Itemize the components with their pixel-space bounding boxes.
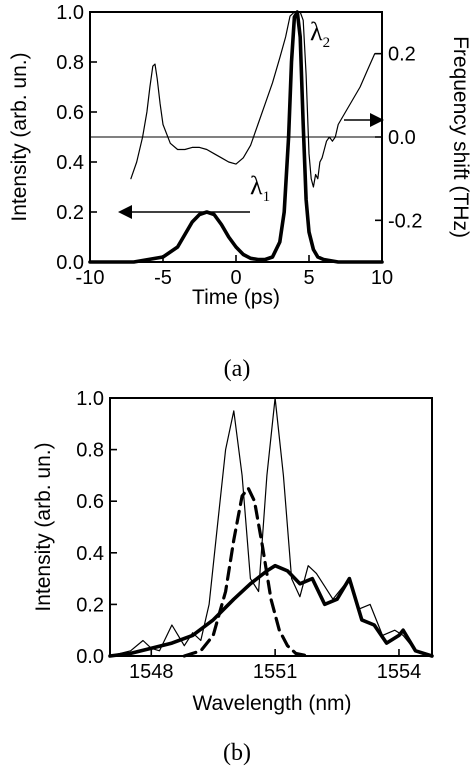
panel-a-y-right-ticks: -0.2 0.0 0.2 (375, 44, 422, 232)
panel-a-series (88, 10, 384, 264)
panel-a-x-ticks: -10 -5 0 5 10 (76, 255, 393, 289)
panel-b-y-tick-label: 0.2 (76, 594, 104, 616)
panel-b-y-ticks: 0.0 0.2 0.4 0.6 0.8 1.0 (76, 388, 117, 668)
panel-b-x-ticks: 1548 1551 1554 (129, 649, 421, 683)
panel-a-y-right-tick-label: 0.0 (388, 127, 416, 149)
panel-b-series-thick-line (108, 563, 434, 658)
panel-b-x-tick-label: 1554 (377, 661, 422, 683)
panel-a-chart: -10 -5 0 5 10 0.00.20.40.60.81.0 -0.20.00.2 … (8, 2, 472, 382)
panel-a-y-tick-label: 0.6 (56, 102, 84, 124)
panel-b-y-tick-label: 0.6 (76, 491, 104, 513)
panel-b-y-tick-label: 0.0 (76, 646, 104, 668)
panel-b-y-axis-label: Intensity (arb. un.) (32, 442, 55, 611)
panel-a-series-thick-line (88, 10, 384, 264)
panel-a-y-tick-label: 1.0 (56, 2, 84, 24)
panel-a-y-right-tick-label: -0.2 (388, 210, 422, 232)
panel-a-x-tick-label: -10 (76, 267, 105, 289)
panel-a-y-right-tick-label: 0.2 (388, 44, 416, 66)
panel-a-x-tick-label: -5 (154, 267, 172, 289)
panel-a-y-ticks: 0.0 0.2 0.4 0.6 0.8 1.0 (56, 2, 97, 274)
panel-b-chart: 1548 1551 1554 0.0 0.2 0.4 0.6 0.8 1.0 Waveleng… (32, 388, 434, 766)
panel-a-y-tick-label: 0.2 (56, 202, 84, 224)
panel-b-x-tick-label: 1551 (253, 661, 298, 683)
panel-a-x-tick-label: 10 (371, 267, 393, 289)
panel-a-label: (a) (224, 356, 251, 382)
panel-a-x-tick-label: 5 (303, 267, 314, 289)
panel-b-x-axis-label: Wavelength (nm) (192, 692, 351, 715)
panel-b-series-thin-line (109, 397, 433, 657)
panel-b-label: (b) (223, 740, 251, 766)
panel-b-series-dashed-line (182, 486, 310, 658)
panel-b-x-tick-label: 1548 (129, 661, 174, 683)
panel-a-x-axis-label: Time (ps) (192, 286, 280, 309)
left-axis-arrow (118, 205, 250, 219)
panel-a-y-tick-label: 0.8 (56, 52, 84, 74)
panel-b-y-tick-label: 0.8 (76, 440, 104, 462)
panel-b-plot-frame (109, 397, 433, 657)
panel-b-y-tick-label: 0.4 (76, 543, 104, 565)
panel-a-y-right-axis-label: Frequency shift (THz) (449, 36, 472, 238)
panel-a-y-axis-label: Intensity (arb. un.) (8, 52, 31, 221)
panel-a-series-thin-line (130, 11, 376, 188)
panel-a-x-tick-label: 0 (230, 267, 241, 289)
right-axis-arrow (344, 113, 384, 127)
panel-b-y-tick-label: 1.0 (76, 388, 104, 410)
lambda-1-label: λ1 (250, 171, 270, 205)
lambda-2-label: λ2 (310, 17, 330, 51)
panel-a-y-tick-label: 0.4 (56, 152, 84, 174)
panel-b-series (108, 397, 434, 658)
panel-a-y-tick-label: 0.0 (56, 252, 84, 274)
